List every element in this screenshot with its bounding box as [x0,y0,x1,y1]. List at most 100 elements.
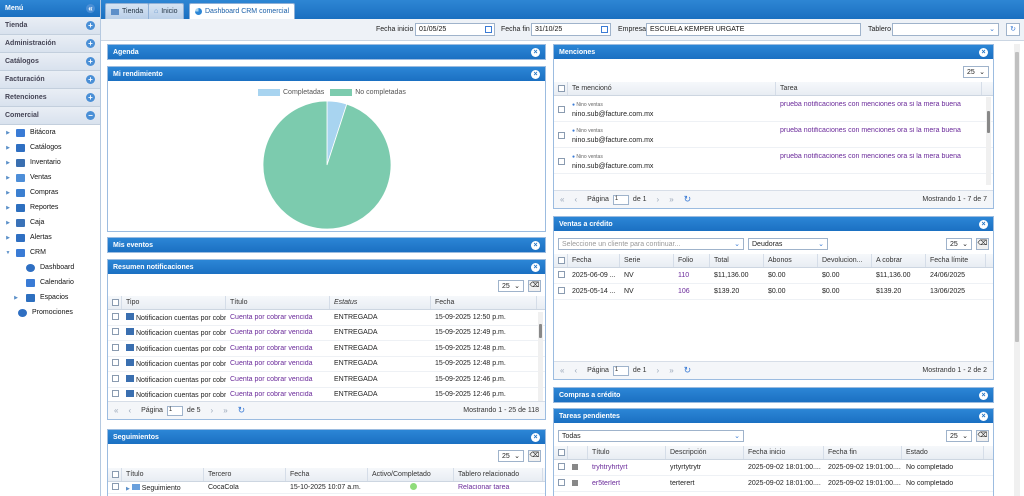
chevron-right-icon[interactable]: ▶ [6,144,10,151]
eraser-icon[interactable]: ⌫ [528,450,541,462]
col-2[interactable]: Folio [674,254,710,267]
page-size-select[interactable]: 25 ⌄ [963,66,989,78]
prev-page-icon[interactable]: ‹ [574,195,578,204]
eraser-icon[interactable]: ⌫ [528,280,541,292]
cell-titulo[interactable]: tryhtryhrtyrt [592,464,628,471]
sidebar-item-0[interactable]: ▶ Bitácora [0,125,100,140]
sidebar-section-0[interactable]: Tienda + [0,17,100,35]
page-input[interactable]: 1 [612,365,629,376]
sidebar-item-8[interactable]: ▼ CRM [5,248,46,257]
row-checkbox[interactable] [112,390,119,398]
chevron-right-icon[interactable]: ▶ [6,129,10,136]
sidebar-section-2[interactable]: Catálogos + [0,53,100,71]
sidebar-section-3[interactable]: Facturación + [0,71,100,89]
last-page-icon[interactable]: » [669,195,674,204]
col-fecha-fin[interactable]: Fecha fin [824,446,902,459]
last-page-icon[interactable]: » [223,406,228,415]
refresh-icon[interactable]: ↻ [237,405,246,415]
prev-page-icon[interactable]: ‹ [574,366,578,375]
cell-titulo[interactable]: Cuenta por cobrar vencida [230,313,313,321]
scrollbar[interactable] [538,312,543,402]
select-all-checkbox[interactable] [558,449,565,456]
chevron-right-icon[interactable]: ▶ [6,204,10,211]
expand-icon[interactable]: + [86,93,95,102]
sidebar-item-4[interactable]: ▶ Compras [0,185,100,200]
next-page-icon[interactable]: › [656,366,660,375]
cell-titulo[interactable]: Cuenta por cobrar vencida [230,329,313,337]
rendimiento-header[interactable]: Mi rendimiento × [108,67,545,81]
tab-tienda[interactable]: Tienda [105,3,150,19]
select-all-checkbox[interactable] [558,257,565,264]
select-all-checkbox[interactable] [558,85,565,92]
col-estado[interactable]: Estado [902,446,984,459]
col-tercero[interactable]: Tercero [204,468,286,481]
col-tarea[interactable]: Tarea [776,82,982,95]
first-page-icon[interactable]: « [560,366,565,375]
sidebar-item-6[interactable]: ▶ Caja [0,215,100,230]
ventas-header[interactable]: Ventas a crédito × [554,217,993,231]
crm-item-1[interactable]: Calendario [0,275,100,290]
menciones-header[interactable]: Menciones × [554,45,993,59]
sidebar-header[interactable]: Menú « [0,0,100,17]
collapse-icon[interactable]: × [531,47,540,57]
col-titulo[interactable]: Título [588,446,666,459]
tab-inicio[interactable]: ⌂ Inicio [148,3,184,19]
board-select[interactable]: ⌄ [892,23,999,36]
table-row[interactable]: tryhtryhrtyrt yrtyrtytrytr 2025-09-02 18… [554,460,993,476]
next-page-icon[interactable]: › [656,195,660,204]
table-row[interactable]: Notificacion cuentas por cobrar Cuenta p… [108,310,545,326]
page-size-select[interactable]: 25 ⌄ [498,280,524,292]
cell-folio[interactable]: 110 [678,272,690,279]
expand-icon[interactable]: + [86,39,95,48]
sidebar-section-1[interactable]: Administración + [0,35,100,53]
eraser-icon[interactable]: ⌫ [976,430,989,442]
collapse-icon[interactable]: × [979,411,988,421]
table-row[interactable]: er5terlert terterert 2025-09-02 18:01:00… [554,476,993,492]
table-row[interactable]: Notificacion cuentas por cobrar Cuenta p… [108,372,545,388]
row-checkbox[interactable] [558,287,565,294]
table-row[interactable]: Notificacion cuentas por cobrar Cuenta p… [108,326,545,341]
type-select[interactable]: Deudoras ⌄ [748,238,828,250]
first-page-icon[interactable]: « [114,406,119,415]
table-row[interactable]: ● Nino ventas prueba notificaciones con … [554,174,993,176]
scroll-thumb[interactable] [539,324,542,338]
collapse-icon[interactable]: × [531,240,540,250]
table-row[interactable]: 2025-06-09 ... NV 110 $11,136.00 $0.00 $0.00 $… [554,268,993,284]
collapse-icon[interactable]: × [979,390,988,400]
collapse-icon[interactable]: − [86,111,95,120]
seguimientos-header[interactable]: Seguimientos × [108,430,545,444]
chevron-right-icon[interactable]: ▶ [6,219,10,226]
last-page-icon[interactable]: » [669,366,674,375]
eraser-icon[interactable]: ⌫ [976,238,989,250]
sidebar-item-1[interactable]: ▶ Catálogos [0,140,100,155]
sidebar-item-3[interactable]: ▶ Ventas [0,170,100,185]
collapse-menu-icon[interactable]: « [86,4,95,13]
col-6[interactable]: A cobrar [872,254,926,267]
prev-page-icon[interactable]: ‹ [128,406,132,415]
col-tipo[interactable]: Tipo [122,296,226,309]
collapse-icon[interactable]: × [979,219,988,229]
expand-icon[interactable]: + [86,57,95,66]
page-input[interactable]: 1 [166,405,183,416]
chevron-right-icon[interactable]: ▶ [6,159,10,166]
collapse-icon[interactable]: × [979,47,988,57]
col-5[interactable]: Devolucion... [818,254,872,267]
sidebar-item-promociones[interactable]: Promociones [0,305,100,320]
col-4[interactable]: Abonos [764,254,818,267]
row-checkbox[interactable] [558,158,565,165]
page-size-select[interactable]: 25 ⌄ [946,430,972,442]
chevron-right-icon[interactable]: ▶ [14,294,18,301]
row-checkbox[interactable] [558,132,565,139]
agenda-header[interactable]: Agenda × [108,45,545,59]
row-checkbox[interactable] [558,479,565,486]
row-checkbox[interactable] [112,483,119,490]
tareas-header[interactable]: Tareas pendientes × [554,409,993,423]
next-page-icon[interactable]: › [210,406,214,415]
col-activo[interactable]: Activo/Completado [368,468,454,481]
cell-tarea[interactable]: prueba notificaciones con menciones ora … [780,153,961,160]
row-checkbox[interactable] [558,271,565,278]
calendar-icon[interactable] [485,26,492,33]
col-fecha-inicio[interactable]: Fecha inicio [744,446,824,459]
sidebar-item-2[interactable]: ▶ Inventario [0,155,100,170]
compras-header[interactable]: Compras a crédito × [554,388,993,402]
